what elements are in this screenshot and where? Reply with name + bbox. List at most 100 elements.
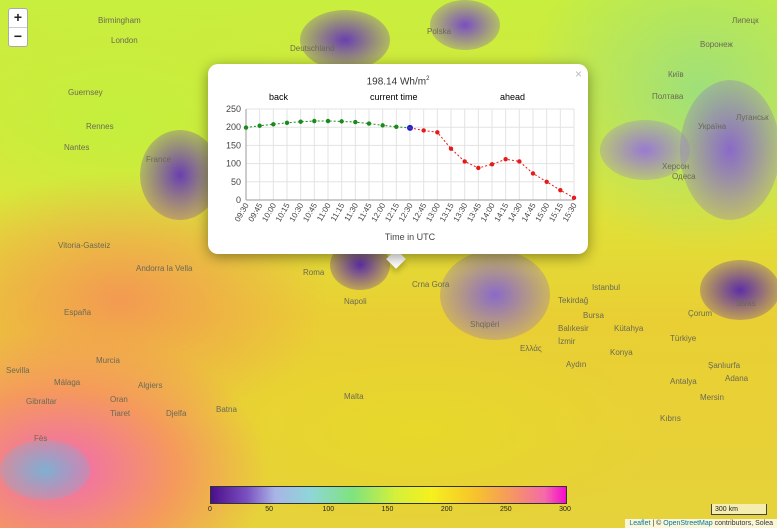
- y-tick-label: 250: [226, 104, 241, 114]
- color-scale-bar: [210, 486, 567, 504]
- data-point-back: [353, 119, 358, 125]
- attribution-sep: | ©: [652, 520, 662, 527]
- cloud-patch: [140, 130, 220, 220]
- place-label: Kıbrıs: [660, 414, 681, 423]
- place-label: Antalya: [670, 377, 697, 386]
- place-label: Malta: [344, 392, 364, 401]
- color-scale-tick: 200: [440, 506, 453, 513]
- zoom-control: + −: [8, 8, 28, 47]
- place-label: Gibraltar: [26, 397, 57, 406]
- place-label: Balıkesir: [558, 324, 589, 333]
- data-point-ahead: [489, 162, 495, 167]
- data-point-ahead: [476, 165, 481, 171]
- attribution: Leaflet | © OpenStreetMap contributors, …: [625, 519, 777, 528]
- place-label: Murcia: [96, 356, 121, 365]
- place-label: Київ: [668, 70, 684, 79]
- data-point-back: [325, 118, 331, 124]
- osm-link[interactable]: OpenStreetMap: [663, 520, 713, 527]
- place-label: Tekirdağ: [558, 296, 589, 305]
- data-point-ahead: [530, 171, 536, 176]
- color-scale-tick: 100: [322, 506, 335, 513]
- y-tick-label: 100: [226, 159, 241, 169]
- header-current-time: current time: [370, 92, 418, 102]
- zoom-in-button[interactable]: +: [13, 9, 23, 25]
- leaflet-link[interactable]: Leaflet: [629, 520, 651, 527]
- place-label: Mersin: [700, 393, 725, 402]
- place-label: Birmingham: [98, 16, 141, 25]
- data-point-ahead: [435, 130, 440, 135]
- place-label: Луганськ: [736, 113, 769, 122]
- place-label: London: [111, 36, 138, 45]
- data-point-back: [339, 119, 344, 124]
- data-point-back: [380, 123, 385, 128]
- cloud-patch: [440, 250, 550, 340]
- attribution-rest: contributors, Solea: [714, 520, 773, 527]
- x-axis-label: Time in UTC: [385, 232, 436, 242]
- place-label: France: [146, 155, 171, 164]
- cloud-patch: [300, 10, 390, 70]
- place-label: Polska: [427, 27, 452, 36]
- data-point-back: [394, 124, 399, 130]
- place-label: España: [64, 308, 92, 317]
- data-point-back: [298, 119, 303, 124]
- place-label: Djelfa: [166, 409, 187, 418]
- place-label: Sivas: [736, 299, 756, 308]
- color-scale-tick: 150: [381, 506, 394, 513]
- place-label: Algiers: [138, 381, 163, 390]
- data-point-back: [257, 123, 262, 128]
- y-tick-label: 0: [236, 195, 241, 205]
- data-point-ahead: [558, 187, 563, 193]
- place-label: Липецк: [732, 16, 759, 25]
- current-value: 198.14 Wh/m2: [208, 76, 588, 87]
- color-scale-tick: 50: [265, 506, 274, 513]
- place-label: Україна: [698, 122, 727, 131]
- place-label: Херсон: [662, 162, 690, 171]
- place-label: Kütahya: [614, 324, 644, 333]
- place-label: İzmir: [558, 337, 576, 346]
- zoom-out-button[interactable]: −: [9, 27, 27, 46]
- data-point-ahead: [503, 157, 508, 162]
- forecast-popup: × 198.14 Wh/m2 back current time ahead 0…: [208, 64, 588, 254]
- place-label: Oran: [110, 395, 128, 404]
- place-label: Одеса: [672, 172, 696, 181]
- color-scale-tick: 0: [208, 506, 212, 513]
- cloud-patch: [700, 260, 777, 320]
- cloud-patch: [430, 0, 500, 50]
- y-tick-label: 200: [226, 122, 241, 132]
- current-value-unit-exponent: 2: [426, 76, 430, 82]
- data-point-ahead: [448, 146, 454, 151]
- place-label: Fès: [34, 434, 48, 443]
- series-line-ahead: [423, 129, 575, 199]
- data-point-back: [284, 120, 290, 126]
- y-tick-label: 50: [231, 177, 241, 187]
- data-point-back: [271, 122, 276, 127]
- place-label: Málaga: [54, 378, 81, 387]
- place-label: Shqipëri: [470, 320, 500, 329]
- place-label: Nantes: [64, 143, 90, 152]
- data-point-ahead: [571, 195, 577, 201]
- cloud-patch: [600, 120, 690, 180]
- data-point-ahead: [421, 128, 426, 133]
- cloud-patch: [680, 80, 777, 220]
- place-label: Deutschland: [290, 44, 335, 53]
- place-label: Crna Gora: [412, 280, 450, 289]
- place-label: Rennes: [86, 122, 114, 131]
- close-icon[interactable]: ×: [574, 67, 582, 81]
- place-label: Konya: [610, 348, 633, 357]
- color-scale-tick: 300: [559, 506, 571, 513]
- place-label: Guernsey: [68, 88, 103, 97]
- place-label: Sevilla: [6, 366, 30, 375]
- scale-bar: 300 km: [711, 504, 767, 515]
- color-scale-tick: 250: [499, 506, 512, 513]
- header-ahead: ahead: [500, 92, 526, 102]
- data-point-ahead: [517, 159, 522, 164]
- place-label: Ελλάς: [520, 344, 542, 353]
- current-value-text: 198.14 Wh/m: [366, 76, 427, 88]
- place-label: Andorra la Vella: [136, 264, 193, 273]
- place-label: Şanlıurfa: [708, 361, 741, 370]
- place-label: Roma: [303, 268, 325, 277]
- place-label: Adana: [725, 374, 749, 383]
- place-label: Tiaret: [110, 409, 131, 418]
- place-label: Istanbul: [592, 283, 621, 292]
- data-point-ahead: [544, 179, 549, 184]
